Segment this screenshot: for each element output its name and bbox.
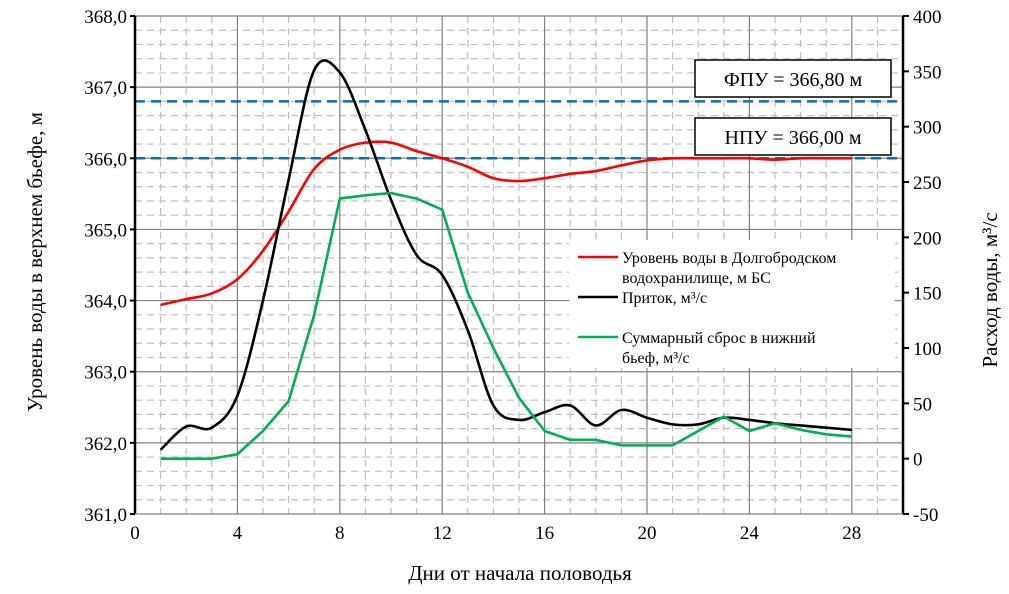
legend-label: бьеф, м³/с (622, 350, 690, 367)
y-right-tick-label: 200 (913, 228, 942, 249)
x-tick-label: 20 (638, 523, 657, 544)
reference-label: НПУ = 366,00 м (725, 127, 862, 149)
legend-label: водохранилище, м БС (622, 270, 771, 287)
reference-label: ФПУ = 366,80 м (724, 69, 863, 91)
y-right-tick-label: 100 (913, 339, 942, 360)
x-tick-label: 12 (433, 523, 452, 544)
y-axis-right-title: Расход воды, м³/с (978, 212, 1002, 367)
y-left-tick-label: 366,0 (84, 149, 127, 170)
y-left-tick-label: 365,0 (84, 220, 127, 241)
reference-label-box (694, 59, 892, 98)
x-tick-label: 16 (535, 523, 554, 544)
reference-labels: ФПУ = 366,80 м НПУ = 366,00 м (694, 59, 892, 156)
y-right-tick-label: 400 (913, 7, 942, 28)
x-tick-label: 28 (842, 523, 861, 544)
legend-label: Приток, м³/с (622, 290, 707, 307)
y-right-tick-label: -50 (913, 505, 938, 526)
x-axis-title: Дни от начала половодья (408, 561, 632, 585)
y-left-tick-label: 361,0 (84, 505, 127, 526)
y-right-tick-label: 300 (913, 118, 942, 139)
y-left-tick-label: 363,0 (84, 363, 127, 384)
series-line-2 (160, 191, 852, 460)
x-tick-label: 24 (740, 523, 760, 544)
y-right-tick-label: 150 (913, 284, 942, 305)
series-line-1 (159, 59, 852, 451)
legend: Уровень воды в Долгобродском водохранилищ… (569, 240, 895, 368)
y-left-tick-label: 367,0 (84, 78, 127, 99)
x-tick-label: 0 (130, 523, 140, 544)
y-left-tick-label: 364,0 (84, 292, 127, 313)
y-left-tick-label: 368,0 (84, 7, 127, 28)
y-right-tick-label: 350 (913, 62, 942, 83)
reference-lines (135, 100, 903, 160)
legend-label: Суммарный сброс в нижний (622, 330, 816, 347)
y-right-tick-label: 250 (913, 173, 942, 194)
x-tick-label: 4 (233, 523, 243, 544)
legend-label: Уровень воды в Долгобродском (622, 250, 836, 267)
reference-label-box (694, 117, 892, 156)
axes: 0 4 8 12 16 20 24 28 361,0 362,0 363,0 364,0 365,0 36… (84, 7, 941, 544)
y-right-tick-label: 0 (913, 450, 923, 471)
legend-box (569, 240, 895, 368)
series-line-0 (160, 140, 852, 307)
y-right-tick-label: 50 (913, 394, 932, 415)
y-axis-left-title: Уровень воды в верхнем бьефе, м (23, 112, 47, 412)
y-left-tick-label: 362,0 (84, 434, 127, 455)
series-lines (159, 59, 852, 460)
x-tick-label: 8 (335, 523, 345, 544)
